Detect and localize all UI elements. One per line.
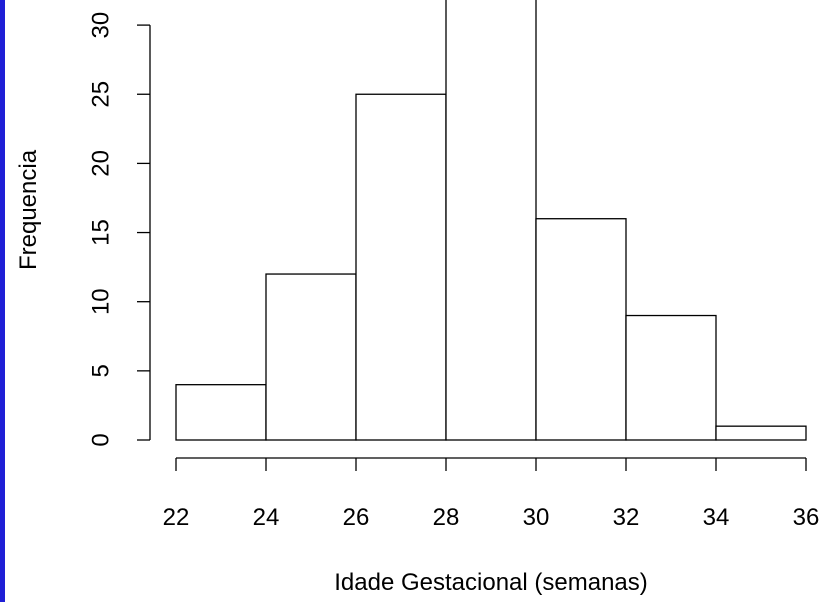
x-tick-label: 36 [793,504,820,531]
bars-group [175,0,807,441]
x-tick-label: 26 [343,504,370,531]
histogram-bar [355,93,447,441]
histogram-bar [625,314,717,441]
x-axis-title: Idade Gestacional (semanas) [334,569,648,596]
left-edge-bar [0,0,5,602]
y-tick-label: 30 [87,12,114,39]
x-tick-label: 34 [703,504,730,531]
y-tick-label: 10 [87,288,114,315]
y-tick-label: 0 [87,433,114,446]
histogram-bar [265,273,357,441]
y-tick-label: 25 [87,81,114,108]
y-axis: 0 5 10 15 20 25 30 [87,12,151,447]
x-axis: 22 24 26 28 30 32 34 36 [163,457,820,531]
x-tick-label: 30 [523,504,550,531]
y-tick-label: 20 [87,150,114,177]
x-tick-label: 28 [433,504,460,531]
y-tick-label: 5 [87,364,114,377]
histogram-bar [175,384,267,441]
y-tick-label: 15 [87,219,114,246]
x-tick-label: 22 [163,504,190,531]
y-axis-title: Frequencia [15,149,42,270]
x-tick-label: 32 [613,504,640,531]
histogram-bar [535,218,627,441]
x-tick-label: 24 [253,504,280,531]
histogram-bar [445,0,537,441]
histogram-bar [715,425,807,441]
